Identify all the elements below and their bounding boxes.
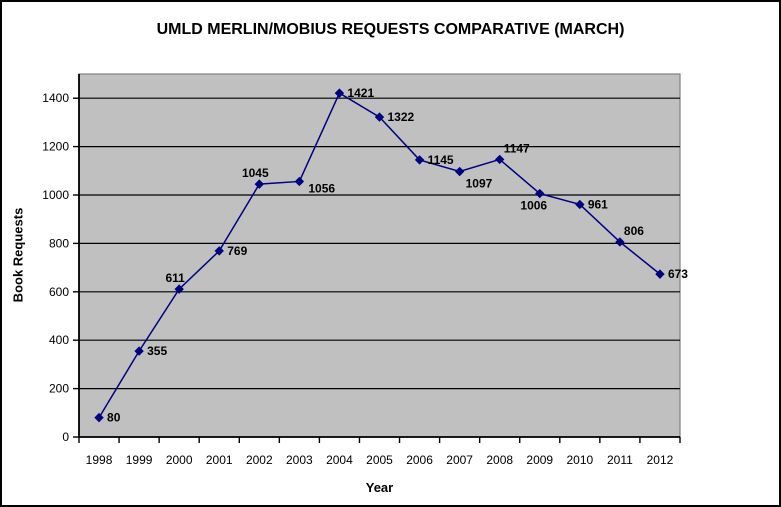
data-point-label: 355 [147,344,167,358]
data-point-label: 1006 [520,199,547,213]
data-point-marker [655,269,665,279]
data-point-marker [254,179,265,189]
data-point-label: 673 [668,267,688,281]
data-point-label: 1147 [504,141,530,155]
x-tick-label: 2009 [526,453,553,467]
data-point-label: 1045 [242,166,269,180]
data-point-marker [334,88,345,98]
x-axis-title: Year [365,480,394,495]
data-point-marker [454,166,465,177]
data-point-label: 769 [227,244,247,258]
data-point-marker [174,284,184,294]
data-point-marker [294,176,305,187]
data-point-label: 1322 [388,110,415,124]
y-axis-title: Book Requests [10,207,26,303]
data-point-marker [134,346,144,356]
x-tick-label: 2005 [366,453,393,467]
y-tick-label: 1000 [42,188,69,202]
data-point-marker [414,155,425,165]
x-tick-label: 2003 [286,453,313,467]
y-tick-label: 600 [49,285,69,299]
data-point-marker [214,246,224,256]
chart-title: UMLD MERLIN/MOBIUS REQUESTS COMPARATIVE … [156,21,625,38]
y-tick-label: 400 [49,333,69,347]
data-point-label: 1097 [466,177,493,191]
data-point-marker [374,112,385,122]
data-point-label: 80 [107,411,121,425]
x-tick-label: 2004 [326,453,353,467]
x-tick-label: 2002 [246,453,273,467]
x-tick-label: 1999 [126,453,153,467]
data-point-marker [575,199,585,210]
data-point-label: 1056 [308,181,335,195]
y-tick-label: 800 [49,236,69,250]
y-tick-label: 1400 [42,91,69,105]
data-point-marker [94,412,104,423]
y-tick-label: 1200 [42,140,69,154]
data-point-label: 611 [165,271,185,285]
data-point-label: 806 [624,224,644,238]
y-tick-label: 200 [49,382,69,396]
x-tick-label: 2006 [406,453,433,467]
data-point-marker [494,154,505,165]
data-point-marker [615,237,625,247]
x-tick-label: 2012 [647,453,674,467]
x-tick-label: 2008 [486,453,513,467]
plot-background [78,73,681,438]
data-point-label: 1421 [347,86,374,100]
x-tick-label: 2007 [446,453,473,467]
x-tick-label: 2010 [566,453,593,467]
data-point-label: 1145 [428,153,454,167]
x-tick-label: 2000 [166,453,193,467]
x-tick-label: 2011 [607,453,633,467]
data-point-label: 961 [588,197,608,211]
y-tick-label: 0 [62,430,69,444]
x-tick-label: 2001 [206,453,233,467]
x-tick-label: 1998 [86,453,113,467]
data-point-marker [535,188,545,199]
